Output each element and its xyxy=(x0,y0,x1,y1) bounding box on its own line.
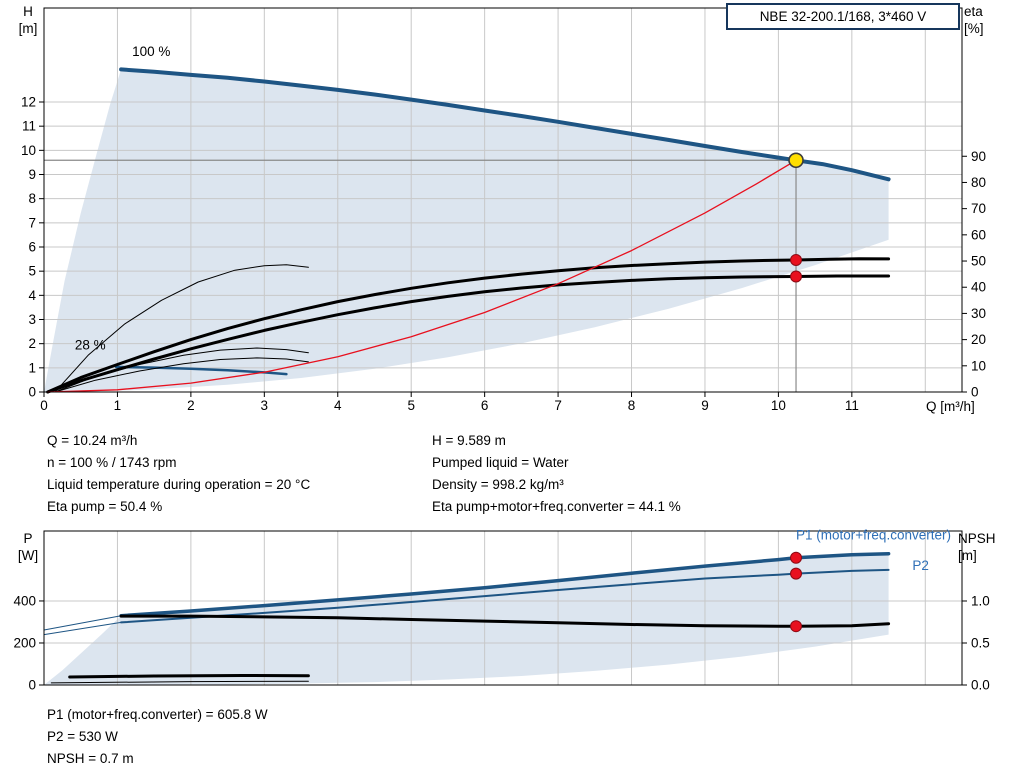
flow-axis-label: Q [m³/h] xyxy=(926,399,975,414)
duty-point xyxy=(788,152,804,169)
x-tick-label: 1 xyxy=(114,398,122,413)
power-axis-symbol: P xyxy=(23,531,33,546)
p-line-28pct-thin xyxy=(50,680,309,684)
info-eta-total: Eta pump+motor+freq.converter = 44.1 % xyxy=(432,499,681,514)
p1-point xyxy=(790,551,803,564)
duty-info-left-column: Q = 10.24 m³/h n = 100 % / 1743 rpm Liqu… xyxy=(47,430,432,518)
p1-curve-label: P1 (motor+freq.converter) xyxy=(796,527,951,542)
plot-border xyxy=(43,530,963,686)
head-curve-28pct xyxy=(114,365,288,376)
y-tick-left-label: 0 xyxy=(28,678,36,693)
y-tick-right-label: 10 xyxy=(971,358,986,373)
info-speed: n = 100 % / 1743 rpm xyxy=(47,455,177,470)
head-axis-symbol: H xyxy=(23,4,33,19)
x-tick-label: 0 xyxy=(40,398,48,413)
x-tick-label: 5 xyxy=(407,398,415,413)
duty-info-right-column: H = 9.589 m Pumped liquid = Water Densit… xyxy=(432,430,681,518)
y-tick-left-label: 4 xyxy=(28,288,36,303)
head-axis-label: H [m] xyxy=(8,4,48,37)
x-tick-label: 8 xyxy=(628,398,636,413)
x-tick-label: 4 xyxy=(334,398,342,413)
eta-total-curve xyxy=(46,274,891,394)
x-tick-label: 9 xyxy=(701,398,709,413)
x-tick-label: 2 xyxy=(187,398,195,413)
y-tick-left-label: 6 xyxy=(28,240,36,255)
info-liquid-temperature: Liquid temperature during operation = 20… xyxy=(47,477,311,492)
info-pumped-liquid: Pumped liquid = Water xyxy=(432,455,569,470)
y-tick-right-label: 0.0 xyxy=(971,678,990,693)
y-tick-left-label: 5 xyxy=(28,264,36,279)
eta-arc-28pct-a xyxy=(54,347,309,393)
power-npsh-text: P1 (motor+freq.converter) = 605.8 W P2 =… xyxy=(47,704,1024,770)
y-tick-left-label: 8 xyxy=(28,191,36,206)
p1-lead-line xyxy=(43,615,122,631)
p2-curve-label: P2 xyxy=(912,558,929,573)
p-curve-28pct xyxy=(68,674,310,679)
power-npsh-chart[interactable]: 0 200 400 0.0 0.5 1.0 P1 (motor+freq.converter… xyxy=(0,526,1024,698)
eta-axis-label: eta [%] xyxy=(964,4,984,37)
y-tick-right-label: 80 xyxy=(971,175,986,190)
head-axis-unit: [m] xyxy=(18,20,38,36)
pump-model-badge: NBE 32-200.1/168, 3*460 V xyxy=(726,3,960,30)
y-tick-left-label: 400 xyxy=(13,593,36,608)
y-tick-right-label: 30 xyxy=(971,306,986,321)
x-tick-label: 10 xyxy=(771,398,786,413)
y-tick-right-label: 50 xyxy=(971,254,986,269)
y-tick-left-label: 11 xyxy=(22,119,36,134)
qh-eta-chart[interactable]: 0 1 2 3 4 5 6 7 8 9 10 1101234567891011120102030405… xyxy=(0,0,1024,420)
power-axis-label: P [W] xyxy=(8,531,48,564)
y-tick-right-label: 70 xyxy=(971,201,986,216)
y-tick-right-label: 0 xyxy=(971,385,979,400)
p2-lead-line xyxy=(43,621,122,636)
y-tick-left-label: 3 xyxy=(28,312,36,327)
eta-axis-symbol: eta xyxy=(964,4,983,19)
eta-pump-point xyxy=(790,253,803,266)
eta-pump-curve xyxy=(46,257,891,394)
speed-28-label: 28 % xyxy=(75,338,106,353)
npsh-axis-symbol: NPSH xyxy=(958,531,996,546)
y-tick-right-label: 20 xyxy=(971,332,986,347)
head-curve-100pct xyxy=(119,67,891,182)
info-density: Density = 998.2 kg/m³ xyxy=(432,477,564,492)
y-tick-left-label: 200 xyxy=(13,635,36,650)
y-tick-right-label: 0.5 xyxy=(971,635,990,650)
y-tick-right-label: 60 xyxy=(971,227,986,242)
eta-total-point xyxy=(790,270,803,283)
info-eta-pump: Eta pump = 50.4 % xyxy=(47,499,163,514)
y-tick-left-label: 1 xyxy=(28,360,36,375)
eta-arc-28pct-b xyxy=(54,357,309,393)
x-tick-label: 3 xyxy=(261,398,269,413)
npsh-axis-label: NPSH [m] xyxy=(958,531,996,564)
y-tick-left-label: 7 xyxy=(28,215,36,230)
eta-axis-unit: [%] xyxy=(964,20,984,36)
y-tick-left-label: 9 xyxy=(28,167,36,182)
x-tick-label: 7 xyxy=(554,398,562,413)
control-curve xyxy=(47,159,797,393)
info-p1: P1 (motor+freq.converter) = 605.8 W xyxy=(47,707,268,722)
speed-100-label: 100 % xyxy=(132,44,170,59)
plot-border xyxy=(43,7,963,393)
y-tick-left-label: 2 xyxy=(28,336,36,351)
x-tick-label: 11 xyxy=(845,398,859,413)
y-tick-left-label: 12 xyxy=(21,95,36,110)
y-tick-left-label: 10 xyxy=(21,143,36,158)
x-tick-label: 6 xyxy=(481,398,489,413)
info-p2: P2 = 530 W xyxy=(47,729,118,744)
p2-point xyxy=(790,567,803,580)
npsh-point xyxy=(790,620,803,633)
y-tick-right-label: 40 xyxy=(971,280,986,295)
y-tick-right-label: 90 xyxy=(971,149,986,164)
npsh-axis-unit: [m] xyxy=(958,547,977,563)
info-head: H = 9.589 m xyxy=(432,433,506,448)
info-npsh: NPSH = 0.7 m xyxy=(47,751,134,766)
eta-curve-28pct xyxy=(54,264,309,393)
duty-analysis-text: Q = 10.24 m³/h n = 100 % / 1743 rpm Liqu… xyxy=(47,430,1024,518)
y-tick-left-label: 0 xyxy=(28,385,36,400)
info-flow: Q = 10.24 m³/h xyxy=(47,433,138,448)
y-tick-right-label: 1.0 xyxy=(971,593,990,608)
power-axis-unit: [W] xyxy=(17,547,39,563)
